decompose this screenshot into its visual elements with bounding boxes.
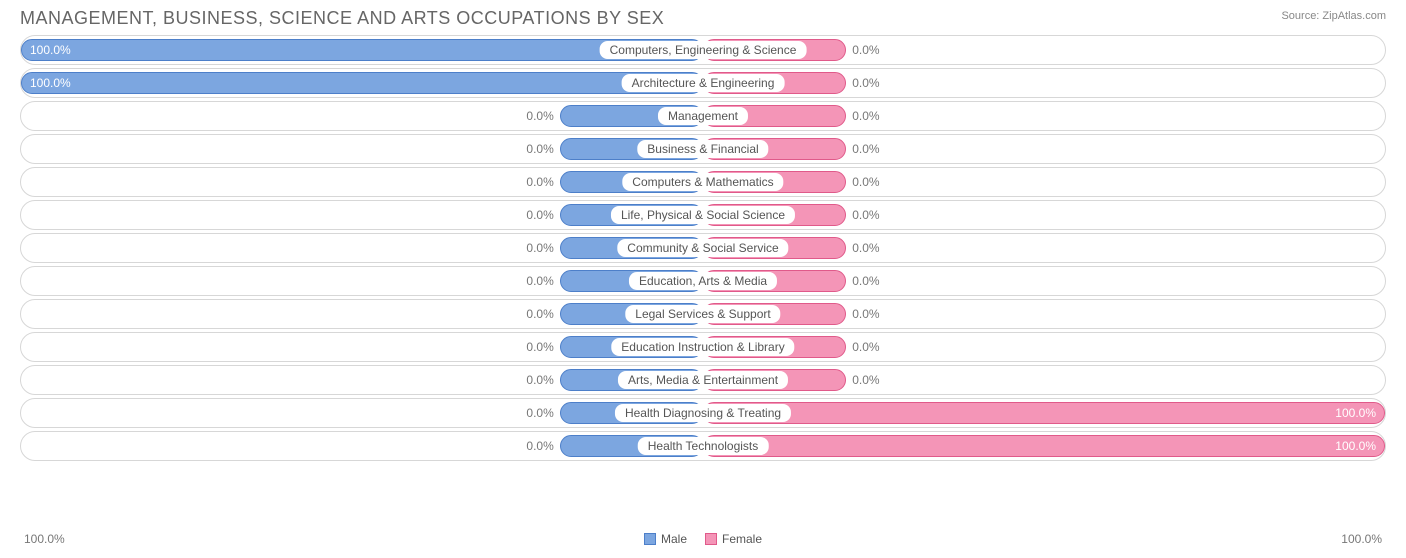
axis-left-label: 100.0% xyxy=(24,532,65,546)
male-value: 100.0% xyxy=(30,43,71,57)
category-label: Health Technologists xyxy=(638,437,769,455)
category-label: Life, Physical & Social Science xyxy=(611,206,795,224)
table-row: 0.0% 0.0% Legal Services & Support xyxy=(20,299,1386,329)
category-label: Community & Social Service xyxy=(617,239,788,257)
female-value: 0.0% xyxy=(852,142,879,156)
chart-footer: 100.0% 100.0% Male Female xyxy=(20,532,1386,546)
axis-right-label: 100.0% xyxy=(1341,532,1382,546)
male-value: 0.0% xyxy=(526,373,553,387)
category-label: Architecture & Engineering xyxy=(622,74,785,92)
table-row: 0.0% 0.0% Computers & Mathematics xyxy=(20,167,1386,197)
category-label: Computers, Engineering & Science xyxy=(600,41,807,59)
male-value: 0.0% xyxy=(526,241,553,255)
male-value: 0.0% xyxy=(526,439,553,453)
category-label: Legal Services & Support xyxy=(625,305,780,323)
chart-source: Source: ZipAtlas.com xyxy=(1281,8,1386,22)
category-label: Computers & Mathematics xyxy=(622,173,783,191)
category-label: Education, Arts & Media xyxy=(629,272,777,290)
female-value: 0.0% xyxy=(852,76,879,90)
male-value: 100.0% xyxy=(30,76,71,90)
occupations-chart: MANAGEMENT, BUSINESS, SCIENCE AND ARTS O… xyxy=(0,0,1406,558)
table-row: 0.0% 0.0% Business & Financial xyxy=(20,134,1386,164)
table-row: 100.0% 0.0% Computers, Engineering & Scien… xyxy=(20,35,1386,65)
male-value: 0.0% xyxy=(526,175,553,189)
female-value: 0.0% xyxy=(852,274,879,288)
legend-female-label: Female xyxy=(722,532,762,546)
table-row: 0.0% 0.0% Community & Social Service xyxy=(20,233,1386,263)
table-row: 0.0% 100.0% Health Technologists xyxy=(20,431,1386,461)
female-value: 0.0% xyxy=(852,43,879,57)
female-value: 0.0% xyxy=(852,241,879,255)
male-value: 0.0% xyxy=(526,274,553,288)
chart-title: MANAGEMENT, BUSINESS, SCIENCE AND ARTS O… xyxy=(20,8,664,29)
table-row: 0.0% 100.0% Health Diagnosing & Treating xyxy=(20,398,1386,428)
male-swatch-icon xyxy=(644,533,656,545)
male-bar: 100.0% xyxy=(21,72,703,94)
category-label: Management xyxy=(658,107,748,125)
header: MANAGEMENT, BUSINESS, SCIENCE AND ARTS O… xyxy=(20,8,1386,29)
table-row: 0.0% 0.0% Education, Arts & Media xyxy=(20,266,1386,296)
female-value: 100.0% xyxy=(1335,406,1376,420)
table-row: 0.0% 0.0% Life, Physical & Social Science xyxy=(20,200,1386,230)
chart-rows: 100.0% 0.0% Computers, Engineering & Scien… xyxy=(20,35,1386,526)
legend-female: Female xyxy=(705,532,762,546)
table-row: 0.0% 0.0% Arts, Media & Entertainment xyxy=(20,365,1386,395)
legend-male: Male xyxy=(644,532,687,546)
female-value: 0.0% xyxy=(852,208,879,222)
male-value: 0.0% xyxy=(526,340,553,354)
male-value: 0.0% xyxy=(526,406,553,420)
category-label: Business & Financial xyxy=(637,140,768,158)
female-value: 0.0% xyxy=(852,175,879,189)
female-value: 0.0% xyxy=(852,340,879,354)
male-value: 0.0% xyxy=(526,142,553,156)
female-value: 100.0% xyxy=(1335,439,1376,453)
legend: Male Female xyxy=(20,532,1386,546)
female-value: 0.0% xyxy=(852,373,879,387)
female-swatch-icon xyxy=(705,533,717,545)
category-label: Arts, Media & Entertainment xyxy=(618,371,788,389)
table-row: 0.0% 0.0% Education Instruction & Library xyxy=(20,332,1386,362)
female-value: 0.0% xyxy=(852,109,879,123)
female-bar: 100.0% xyxy=(703,402,1385,424)
category-label: Education Instruction & Library xyxy=(611,338,794,356)
table-row: 0.0% 0.0% Management xyxy=(20,101,1386,131)
female-value: 0.0% xyxy=(852,307,879,321)
male-value: 0.0% xyxy=(526,307,553,321)
category-label: Health Diagnosing & Treating xyxy=(615,404,791,422)
table-row: 100.0% 0.0% Architecture & Engineering xyxy=(20,68,1386,98)
female-bar: 100.0% xyxy=(703,435,1385,457)
male-value: 0.0% xyxy=(526,109,553,123)
legend-male-label: Male xyxy=(661,532,687,546)
male-value: 0.0% xyxy=(526,208,553,222)
